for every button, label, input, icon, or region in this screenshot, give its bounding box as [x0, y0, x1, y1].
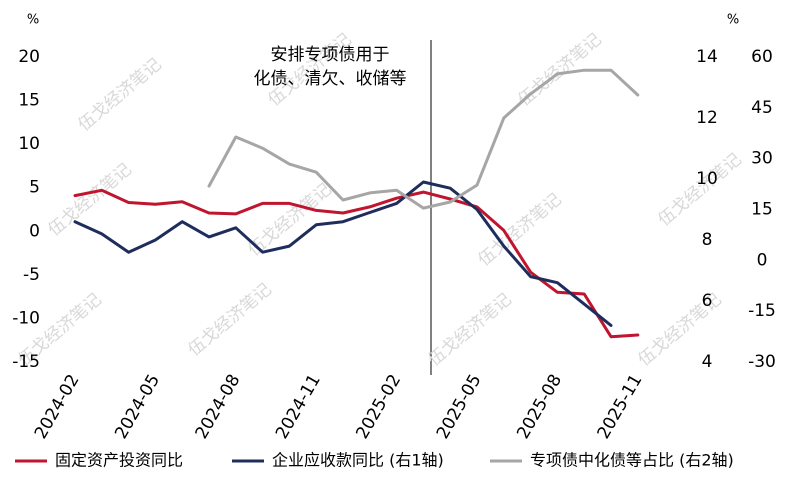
y3-tick-label: 45 [751, 98, 773, 118]
x-tick-label: 2024-05 [111, 371, 164, 443]
y-tick-label: -5 [23, 265, 40, 285]
series-line [73, 188, 640, 339]
y-unit: % [27, 13, 39, 28]
legend-label: 企业应收款同比 (右1轴) [272, 451, 444, 470]
y-tick-label: 15 [18, 91, 40, 111]
annotation: 安排专项债用于化债、清欠、收储等 [254, 45, 407, 89]
watermark: 伍戈经济笔记 [185, 280, 276, 361]
x-tick-label: 2025-08 [513, 371, 566, 443]
y2-unit: % [727, 13, 739, 28]
series-line [207, 68, 640, 210]
legend-label: 专项债中化债等占比 (右2轴) [530, 451, 734, 470]
legend-label: 固定资产投资同比 [55, 451, 183, 470]
x-tick-label: 2025-05 [433, 371, 486, 443]
y-tick-label: 0 [29, 221, 40, 241]
y3-tick-label: 30 [751, 149, 773, 169]
x-tick-label: 2025-11 [594, 371, 647, 443]
y-tick-label: 10 [18, 134, 40, 154]
y-tick-label: -15 [12, 352, 40, 372]
y3-tick-label: 60 [751, 47, 773, 67]
y3-tick-label: -30 [748, 352, 776, 372]
y3-tick-label: -15 [748, 301, 776, 321]
x-tick-label: 2024-11 [272, 371, 325, 443]
series-line [73, 180, 613, 327]
y2-tick-label: 12 [696, 108, 718, 128]
y2-tick-label: 10 [696, 169, 718, 189]
x-tick-label: 2024-02 [31, 371, 84, 443]
y3-tick-label: 15 [751, 200, 773, 220]
y2-tick-label: 14 [696, 47, 718, 67]
y-tick-label: 5 [29, 178, 40, 198]
x-tick-label: 2024-08 [192, 371, 245, 443]
watermark: 伍戈经济笔记 [75, 55, 166, 136]
y-tick-label: -10 [12, 308, 40, 328]
x-tick-label: 2025-02 [352, 371, 405, 443]
watermark: 伍戈经济笔记 [425, 290, 516, 371]
y2-tick-label: 6 [702, 291, 713, 311]
y-tick-label: 20 [18, 47, 40, 67]
y3-tick-label: 0 [757, 250, 768, 270]
y2-tick-label: 4 [702, 352, 713, 372]
watermark: 伍戈经济笔记 [655, 150, 746, 231]
y2-tick-label: 8 [702, 230, 713, 250]
